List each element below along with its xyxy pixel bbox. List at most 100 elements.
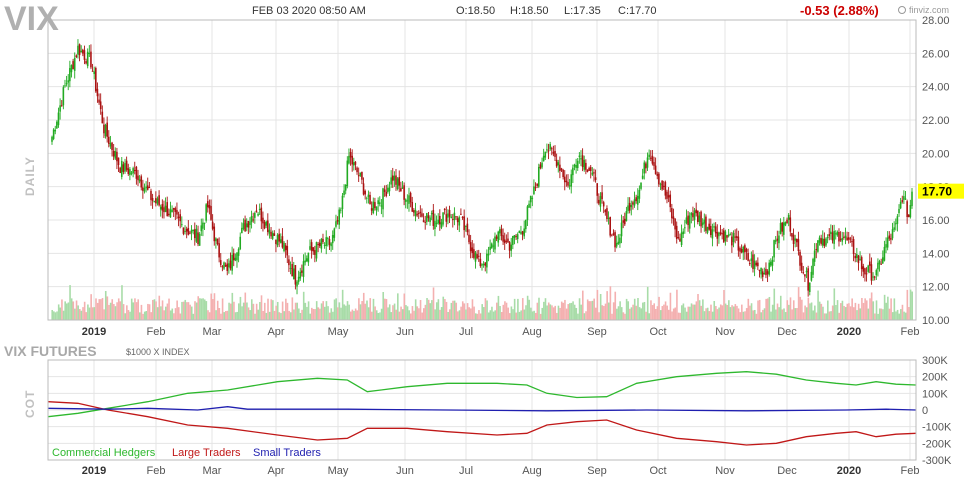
candle-body [133,170,136,172]
candle-body [690,212,693,216]
candle-body [752,254,754,269]
volume-bar [687,306,690,320]
candle-body [125,160,128,170]
candle-body [323,245,326,247]
volume-bar [59,307,62,320]
finviz-brand: finviz.com [909,5,949,15]
volume-bar [517,298,519,320]
volume-bar [236,311,238,320]
candle-body [73,57,76,71]
volume-bar [343,304,346,320]
candle-body [570,174,573,187]
volume-bar [783,308,785,320]
volume-bar [882,309,884,320]
candle-body [362,183,365,195]
volume-bar [596,289,599,320]
volume-bar [439,309,441,320]
candle-body [688,215,691,229]
candle-body [818,237,821,243]
volume-bar [825,313,827,320]
volume-bar [285,298,287,320]
volume-bar [113,304,115,320]
volume-bar [802,312,805,320]
candle-body [555,159,558,167]
candle-body [786,219,788,224]
cot-time-axis: 2019 Feb Mar Apr May Jun Jul Aug Sep Oct Nov Dec 202… [82,465,920,477]
candle-body [469,242,472,252]
volume-bar [306,306,308,320]
candle-body [831,232,834,241]
volume-bar [877,313,879,320]
candle-body [693,210,696,220]
cot-x-tick-label: May [328,465,349,477]
volume-bar [54,312,57,320]
volume-bar [573,304,576,320]
volume-bar [547,302,550,320]
candle-body [907,214,910,218]
candle-body [500,228,503,237]
candle-body [400,188,402,192]
candle-body [275,239,277,245]
volume-bar [487,312,490,320]
candle-body [372,201,375,214]
volume-bar [609,286,612,320]
volume-bar [872,301,875,320]
price-tick-label: 12.00 [922,282,950,294]
candle-body [508,242,511,251]
price-tick-label: 28.00 [922,15,950,27]
candle-body [653,162,655,166]
volume-bar [625,298,628,320]
volume-bar [87,304,89,320]
candle-body [864,268,866,275]
volume-bar [805,307,808,320]
candle-body [292,268,295,280]
candle-body [497,231,500,243]
candle-body [281,236,284,248]
candle-body [726,235,728,238]
volume-bar [739,312,741,320]
volume-bar [307,301,310,320]
volume-bar [713,301,716,320]
price-tick-label: 16.00 [922,215,950,227]
candle-body [166,202,169,217]
volume-bar [689,306,691,320]
candle-body [270,231,272,237]
volume-bar [668,309,670,320]
volume-bar [854,302,857,320]
volume-bar [528,299,531,320]
volume-bar [205,301,208,320]
volume-bar [690,303,693,320]
candle-body [661,180,663,190]
volume-bar [281,301,284,320]
candle-body [318,242,321,247]
volume-bar [680,305,683,320]
volume-bar [293,309,295,320]
cot-tick-label: 0 [922,405,928,417]
cot-tick-label: -300K [922,455,952,467]
candle-body [205,204,207,221]
candle-body [447,213,449,218]
candle-body [805,270,808,273]
volume-bar [614,291,617,320]
volume-bar [891,312,894,320]
volume-bar [273,310,276,320]
candle-body [737,236,740,251]
volume-bar [91,307,94,320]
volume-bar [192,313,195,320]
volume-bar [324,306,326,320]
volume-bar [896,309,899,320]
candle-body [437,219,439,224]
volume-bar [275,305,277,320]
volume-bar [757,300,759,320]
volume-bar [747,298,750,320]
candle-body [662,185,665,187]
candle-body [679,238,681,242]
candle-body [481,264,483,266]
volume-bar [830,311,832,320]
candle-body [443,208,446,211]
volume-bar [367,307,370,320]
candle-body [382,188,384,210]
volume-bar [468,307,471,320]
volume-bar [796,308,798,320]
candle-body [59,105,61,112]
